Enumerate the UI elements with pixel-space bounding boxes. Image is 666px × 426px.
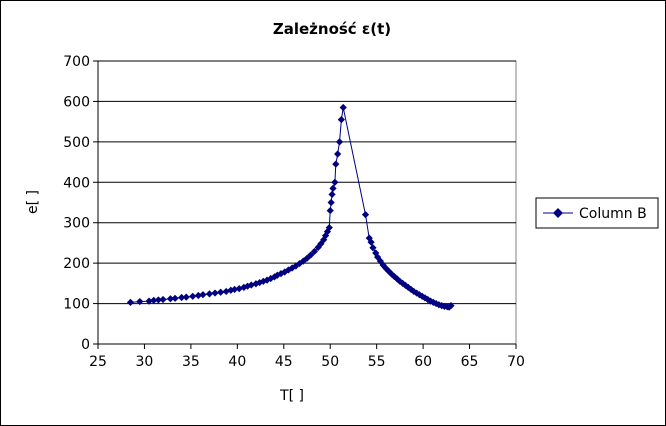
data-point-diamond <box>182 293 190 301</box>
x-tick-label: 60 <box>414 354 432 370</box>
y-tick-label: 600 <box>63 94 90 110</box>
x-tick-label: 25 <box>89 354 107 370</box>
data-point-diamond <box>367 238 375 246</box>
y-tick-label: 500 <box>63 135 90 151</box>
data-point-diamond <box>136 297 144 306</box>
data-point-diamond <box>317 240 325 248</box>
data-point-diamond <box>325 223 333 232</box>
data-point-diamond <box>376 257 384 265</box>
x-tick-label: 35 <box>182 354 200 370</box>
data-point-diamond <box>230 285 239 294</box>
data-point-diamond <box>299 257 307 265</box>
data-point-diamond <box>328 190 336 199</box>
plot-area <box>97 60 517 345</box>
data-point-diamond <box>329 184 337 192</box>
data-point-diamond <box>310 247 319 256</box>
data-point-diamond <box>327 198 335 207</box>
x-tick-label: 70 <box>507 354 525 370</box>
data-point-diamond <box>211 289 219 297</box>
legend: Column B <box>535 197 659 229</box>
data-point-diamond <box>404 283 412 291</box>
data-point-diamond <box>447 301 455 310</box>
data-point-diamond <box>252 280 260 288</box>
data-point-diamond <box>393 275 401 283</box>
data-point-diamond <box>217 288 225 296</box>
grid-lines <box>98 60 516 305</box>
x-tick-label: 65 <box>461 354 479 370</box>
x-tick-label: 40 <box>228 354 246 370</box>
legend-series-label: Column B <box>579 206 647 222</box>
data-point-diamond <box>334 150 342 158</box>
y-tick-label: 100 <box>63 297 90 313</box>
data-point-diamond <box>284 266 293 274</box>
chart-title: Zależność ε(t) <box>273 20 391 38</box>
data-point-diamond <box>267 274 275 283</box>
data-point-diamond <box>189 292 197 300</box>
x-tick-label: 50 <box>321 354 339 370</box>
data-point-diamond <box>361 211 370 219</box>
data-point-diamond <box>387 270 396 278</box>
data-point-diamond <box>339 103 347 112</box>
data-point-diamond <box>150 296 158 304</box>
y-tick-label: 0 <box>81 337 90 353</box>
data-point-diamond <box>256 278 264 287</box>
data-point-diamond <box>426 297 435 305</box>
data-point-diamond <box>396 277 404 285</box>
x-tick-label: 55 <box>368 354 386 370</box>
data-point-diamond <box>418 292 426 300</box>
data-point-diamond <box>227 286 235 294</box>
series-group <box>126 103 455 311</box>
data-point-diamond <box>154 296 162 304</box>
data-point-diamond <box>337 116 345 124</box>
data-point-diamond <box>295 259 304 268</box>
data-point-diamond <box>332 160 340 168</box>
data-point-diamond <box>288 264 296 272</box>
data-point-diamond <box>331 178 339 186</box>
y-ticks: 0 100 200 300 400 500 600 700 <box>63 54 98 353</box>
data-point-diamond <box>145 297 153 305</box>
data-point-diamond <box>335 138 344 146</box>
data-point-diamond <box>277 270 285 278</box>
data-point-diamond <box>373 253 382 261</box>
data-point-diamond <box>407 285 415 294</box>
y-tick-label: 700 <box>63 54 90 70</box>
y-tick-label: 400 <box>63 175 90 191</box>
data-point-diamond <box>178 293 186 302</box>
data-point-diamond <box>159 295 167 304</box>
data-point-diamond <box>369 244 377 252</box>
legend-diamond-marker-icon <box>553 208 563 218</box>
x-ticks: 25 30 35 40 45 50 55 60 65 70 <box>89 344 525 370</box>
x-tick-label: 30 <box>136 354 154 370</box>
data-point-diamond <box>194 291 202 300</box>
data-point-diamond <box>326 206 334 215</box>
data-point-diamond <box>205 290 214 298</box>
y-tick-label: 200 <box>63 256 90 272</box>
y-tick-label: 300 <box>63 216 90 232</box>
data-point-diamond <box>382 264 390 272</box>
data-point-diamond <box>399 279 407 287</box>
data-point-diamond <box>166 295 175 303</box>
y-axis-label: e[ ] <box>25 190 41 214</box>
data-point-diamond <box>429 298 437 306</box>
data-point-diamond <box>199 291 207 299</box>
x-axis-label: T[ ] <box>279 388 304 404</box>
x-tick-label: 45 <box>275 354 293 370</box>
data-point-diamond <box>240 283 248 291</box>
data-point-diamond <box>222 287 230 296</box>
data-point-diamond <box>171 294 179 302</box>
data-point-diamond <box>320 236 328 244</box>
